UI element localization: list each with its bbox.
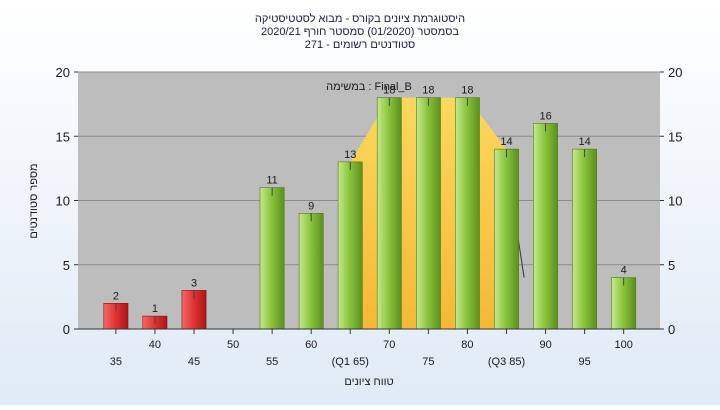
data-label: 14 (578, 136, 590, 148)
x-tick-label: 90 (539, 339, 551, 351)
data-label: 11 (266, 175, 277, 187)
bar-70 (376, 97, 402, 330)
y-axis-label: מספר סטודנטים (28, 163, 40, 238)
x-tick-label: 45 (188, 356, 200, 368)
data-label: 2 (113, 290, 119, 302)
bar-Q165 (337, 161, 363, 330)
data-label: 13 (344, 149, 356, 161)
data-label: 14 (500, 136, 512, 148)
data-label: 18 (383, 85, 395, 97)
x-tick-label: 50 (227, 339, 239, 351)
data-label: 9 (308, 200, 314, 212)
data-label: 4 (621, 265, 627, 277)
y-tick-label-right: 0 (668, 322, 675, 337)
x-tick-label: 80 (461, 339, 473, 351)
title-line-1: היסטוגרמת ציונים בקורס - מבוא לסטטיסטיקה (255, 12, 465, 25)
data-label: 3 (191, 277, 197, 289)
chart-title: היסטוגרמת ציונים בקורס - מבוא לסטטיסטיקה… (255, 12, 465, 51)
x-tick-label: 70 (383, 339, 395, 351)
y-axis-left: 0 5 10 15 20 (56, 65, 78, 337)
x-tick-label: 55 (266, 356, 278, 368)
bar-80 (454, 97, 480, 330)
bar-95 (572, 148, 598, 330)
y-tick-label: 10 (56, 194, 70, 209)
x-tick-label: (Q3 85) (488, 356, 525, 368)
bar-Q385 (494, 148, 519, 330)
y-tick-label-right: 5 (668, 258, 675, 273)
x-tick-label: 40 (149, 339, 161, 351)
x-tick-label: (Q1 65) (332, 356, 369, 368)
x-axis: 35 40 45 50 55 60 (Q1 65) 70 75 80 (Q3 85) 90 95 100 (110, 329, 633, 368)
y-axis-right: 0 5 10 15 20 (660, 65, 682, 337)
y-tick-label: 0 (63, 322, 70, 337)
title-line-2: בסמסטר (01/2020) סמסטר חורף 2020/21 (261, 26, 459, 38)
y-tick-label: 15 (56, 129, 70, 144)
x-tick-label: 60 (305, 339, 317, 351)
data-label: 1 (152, 303, 158, 315)
y-tick-label-right: 20 (668, 65, 682, 80)
x-tick-label: 95 (578, 356, 590, 368)
bars-group (103, 97, 637, 330)
bar-60 (298, 213, 324, 330)
x-tick-label: 100 (615, 339, 633, 351)
chart-annotation: במשימה : Final_B (326, 81, 412, 93)
title-line-3: סטודנטים רשומים - 271 (305, 39, 416, 51)
data-label: 16 (539, 110, 551, 122)
y-tick-label: 5 (63, 258, 70, 273)
x-axis-label: טווח ציונים (344, 376, 393, 388)
data-label: 18 (461, 85, 473, 97)
bar-90 (533, 123, 558, 330)
bar-55 (259, 187, 285, 330)
y-tick-label-right: 15 (668, 129, 682, 144)
y-tick-label-right: 10 (668, 194, 682, 209)
y-tick-label: 20 (56, 65, 70, 80)
x-tick-label: 75 (422, 356, 434, 368)
x-tick-label: 35 (110, 356, 122, 368)
data-label: 18 (422, 85, 434, 97)
bar-75 (415, 97, 441, 330)
